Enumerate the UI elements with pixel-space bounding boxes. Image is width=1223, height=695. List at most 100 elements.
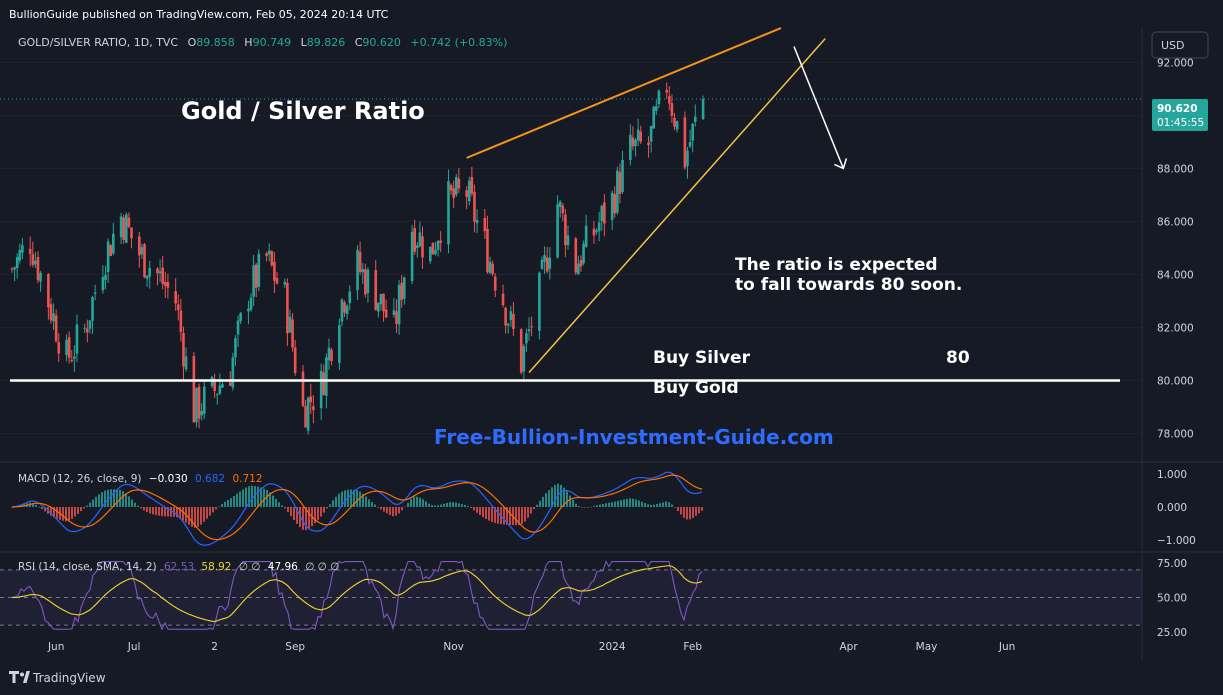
macd-histogram-bar	[317, 507, 319, 520]
candle-body	[639, 131, 643, 142]
candle-body	[215, 394, 219, 396]
macd-histogram-bar	[491, 507, 493, 522]
candle-body	[145, 275, 149, 279]
macd-histogram-bar	[446, 502, 448, 507]
macd-histogram-bar	[158, 507, 160, 516]
candle-body	[65, 339, 68, 355]
candle-body	[597, 222, 601, 232]
candle-body	[486, 228, 489, 273]
candle-body	[228, 382, 232, 386]
candles	[10, 82, 705, 435]
candle-body	[382, 293, 385, 312]
macd-histogram-bar	[116, 489, 118, 507]
macd-histogram-bar	[488, 507, 490, 521]
macd-histogram-bar	[611, 502, 613, 507]
candle-body	[592, 228, 596, 236]
candle-body	[93, 292, 97, 295]
candle-body	[270, 251, 274, 266]
macd-histogram-bar	[290, 507, 292, 517]
candle-body	[15, 257, 19, 269]
candle-body	[197, 386, 201, 419]
macd-histogram-bar	[572, 499, 574, 507]
macd-histogram-bar	[587, 507, 589, 508]
macd-histogram-bar	[545, 493, 547, 507]
candle-body	[670, 103, 674, 116]
macd-histogram-bar	[653, 504, 655, 507]
time-tick-label: Apr	[839, 641, 858, 653]
candle-body	[86, 328, 89, 333]
candle-body	[200, 411, 203, 416]
macd-histogram-bar	[230, 498, 232, 507]
macd-histogram-bar	[368, 499, 370, 507]
macd-histogram-bar	[68, 507, 70, 521]
candle-body	[649, 125, 653, 142]
macd-hist-value: −0.030	[149, 473, 188, 485]
candle-body	[119, 216, 123, 238]
open-label: O	[188, 36, 197, 49]
candle-body	[52, 313, 55, 322]
macd-histogram-bar	[251, 485, 253, 507]
macd-histogram-bar	[221, 504, 223, 507]
candle-body	[28, 248, 32, 254]
macd-histogram-bar	[62, 507, 64, 521]
macd-histogram-bar	[530, 507, 532, 514]
candle-body	[36, 257, 40, 281]
published-text: BullionGuide published on TradingView.co…	[9, 8, 389, 21]
macd-histogram-bar	[269, 492, 271, 507]
macd-histogram-bar	[329, 504, 331, 507]
macd-histogram-bar	[431, 505, 433, 507]
candle-body	[366, 269, 370, 294]
candle-body	[665, 89, 669, 93]
candle-body	[301, 371, 305, 406]
rsi-value-b: 58.92	[201, 561, 231, 573]
macd-histogram-bar	[176, 507, 178, 518]
macd-histogram-bar	[308, 507, 310, 529]
wedge-lower-line	[528, 38, 826, 374]
currency-button[interactable]	[1151, 31, 1209, 59]
macd-histogram-bar	[197, 507, 199, 527]
macd-histogram-bar	[134, 502, 136, 507]
macd-histogram-bar	[692, 507, 694, 518]
macd-histogram-bar	[152, 507, 154, 515]
candle-body	[163, 282, 167, 286]
macd-signal-line	[11, 474, 703, 541]
buy-gold-label: Buy Gold	[653, 378, 739, 398]
macd-histogram-bar	[101, 492, 103, 507]
rsi-value-d: 47.96	[268, 561, 298, 573]
candle-body	[231, 357, 235, 388]
macd-pane: 1.000 0.000 −1.000	[11, 469, 1196, 547]
candle-body	[179, 310, 183, 332]
macd-histogram-bar	[104, 490, 106, 507]
macd-histogram-bar	[86, 505, 88, 507]
macd-histogram-bar	[350, 489, 352, 507]
macd-histogram-bar	[326, 507, 328, 509]
candle-body	[283, 281, 287, 285]
candle-body	[400, 282, 404, 300]
candle-body	[475, 220, 479, 224]
candle-body	[454, 177, 458, 195]
macd-histogram-bar	[89, 502, 91, 507]
macd-histogram-bar	[584, 507, 586, 508]
macd-histogram-bar	[677, 507, 679, 512]
macd-histogram-bar	[374, 504, 376, 507]
main-grid	[0, 61, 1142, 434]
candle-body	[483, 218, 487, 232]
macd-histogram-bar	[257, 486, 259, 507]
macd-histogram-bar	[299, 507, 301, 528]
buy-silver-label: Buy Silver	[653, 348, 751, 368]
candle-body	[452, 188, 455, 198]
candle-body	[304, 406, 307, 428]
candle-body	[686, 150, 689, 166]
drawings	[0, 27, 1142, 382]
macd-histogram-bar	[638, 500, 640, 507]
rsi-tick-label: 25.00	[1157, 627, 1187, 639]
candle-body	[286, 283, 289, 334]
macd-histogram-bar	[239, 491, 241, 507]
open-value: 89.858	[196, 36, 235, 49]
candle-body	[564, 214, 567, 246]
macd-histogram-bar	[473, 507, 475, 511]
macd-histogram-bar	[92, 499, 94, 507]
macd-histogram-bar	[188, 507, 190, 525]
candle-body	[21, 245, 24, 253]
